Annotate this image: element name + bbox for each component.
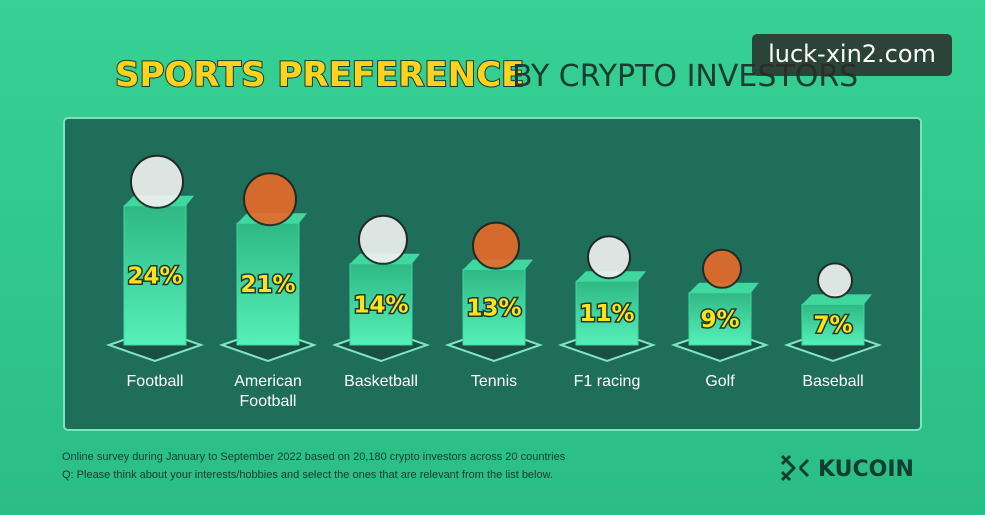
bar bbox=[688, 292, 752, 346]
watermark: luck-xin2.com bbox=[768, 40, 936, 68]
value-label: 21% bbox=[240, 272, 295, 298]
icon bbox=[817, 262, 853, 299]
category-label-box: Golf bbox=[705, 373, 735, 390]
icon bbox=[472, 221, 520, 270]
bar bbox=[236, 222, 300, 346]
watermark-bg bbox=[752, 34, 952, 76]
note: Online survey during January to Septembe… bbox=[62, 451, 566, 463]
logo-icon bbox=[780, 454, 810, 482]
category-label: Baseball bbox=[802, 373, 864, 390]
category-label-box: American Football bbox=[234, 373, 302, 410]
category-label-box: Basketball bbox=[344, 373, 418, 390]
category-label: Tennis bbox=[470, 373, 518, 390]
note: Q: Please think about your interests/hob… bbox=[62, 469, 553, 481]
brand: KUCOIN bbox=[818, 457, 914, 482]
icon bbox=[358, 214, 408, 265]
category-label-box: F1 racing bbox=[573, 373, 641, 390]
bar bbox=[801, 303, 865, 346]
icon bbox=[130, 154, 184, 209]
bar bbox=[123, 205, 187, 346]
value-label: 24% bbox=[127, 263, 182, 289]
category-label-box: Baseball bbox=[802, 373, 864, 390]
value-label: 13% bbox=[466, 295, 521, 321]
value-label: 7% bbox=[813, 313, 852, 339]
category-label: Golf bbox=[705, 373, 735, 390]
title-highlight: SPORTS PREFERENCE bbox=[115, 55, 524, 95]
bar bbox=[575, 280, 639, 346]
value-label: 9% bbox=[700, 307, 739, 333]
category-label: American Football bbox=[234, 373, 302, 410]
icon bbox=[243, 172, 297, 227]
category-label-box: Football bbox=[126, 373, 184, 390]
bar bbox=[349, 263, 413, 346]
icon bbox=[587, 235, 631, 280]
category-label: Football bbox=[126, 373, 184, 390]
category-label-box: Tennis bbox=[470, 373, 518, 390]
bar-top bbox=[802, 294, 872, 305]
value-label: 14% bbox=[353, 292, 408, 318]
value-label: 11% bbox=[579, 301, 634, 327]
category-label: Basketball bbox=[344, 373, 418, 390]
category-label: F1 racing bbox=[573, 373, 641, 390]
icon bbox=[702, 248, 742, 289]
